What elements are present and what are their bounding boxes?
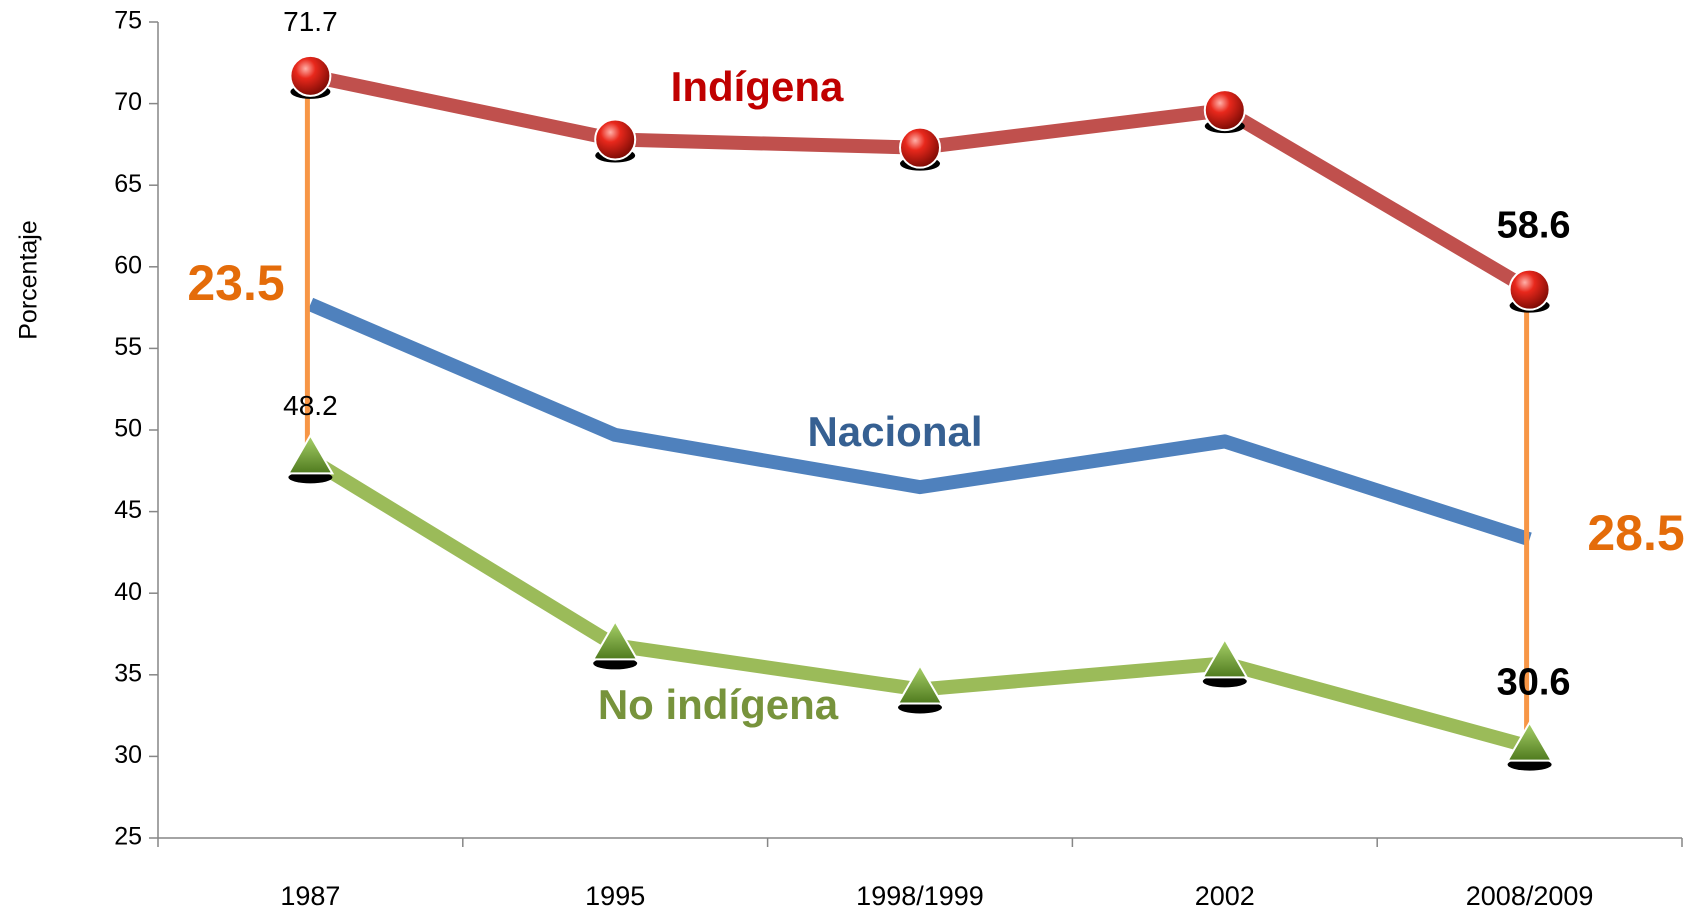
y-tick-label: 35	[114, 659, 142, 687]
gap-label: 23.5	[187, 255, 284, 311]
y-tick-label: 40	[114, 578, 142, 606]
y-tick-label: 60	[114, 251, 142, 279]
marker	[286, 433, 335, 475]
x-tick-label: 1987	[280, 881, 340, 911]
marker	[1203, 89, 1246, 132]
x-tick-label: 1995	[585, 881, 645, 911]
y-tick-label: 30	[114, 741, 142, 769]
series-label: Nacional	[807, 408, 982, 455]
marker	[594, 118, 637, 161]
y-axis-label: Porcentaje	[15, 220, 43, 340]
data-label: 48.2	[283, 390, 338, 421]
gap-label: 28.5	[1587, 505, 1684, 561]
marker	[896, 663, 944, 705]
series-label: Indígena	[671, 63, 844, 110]
y-tick-label: 65	[114, 170, 142, 198]
series-line	[308, 69, 1534, 296]
marker	[289, 54, 332, 97]
y-tick-label: 75	[114, 7, 142, 35]
x-tick-label: 2002	[1195, 881, 1255, 911]
series-label: No indígena	[598, 681, 839, 728]
data-label: 30.6	[1497, 662, 1571, 704]
x-tick-label: 1998/1999	[856, 881, 984, 911]
series-line	[307, 297, 1532, 547]
y-tick-label: 50	[114, 415, 142, 443]
marker	[1505, 720, 1554, 762]
y-tick-label: 25	[114, 823, 142, 851]
y-tick-label: 55	[114, 333, 142, 361]
marker	[591, 619, 639, 661]
data-label: 71.7	[283, 6, 338, 37]
y-tick-label: 70	[114, 88, 142, 116]
marker	[1508, 268, 1551, 311]
marker	[899, 126, 941, 169]
y-tick-label: 45	[114, 496, 142, 524]
marker	[1201, 637, 1249, 679]
data-label: 58.6	[1497, 205, 1571, 247]
x-tick-label: 2008/2009	[1466, 881, 1594, 911]
